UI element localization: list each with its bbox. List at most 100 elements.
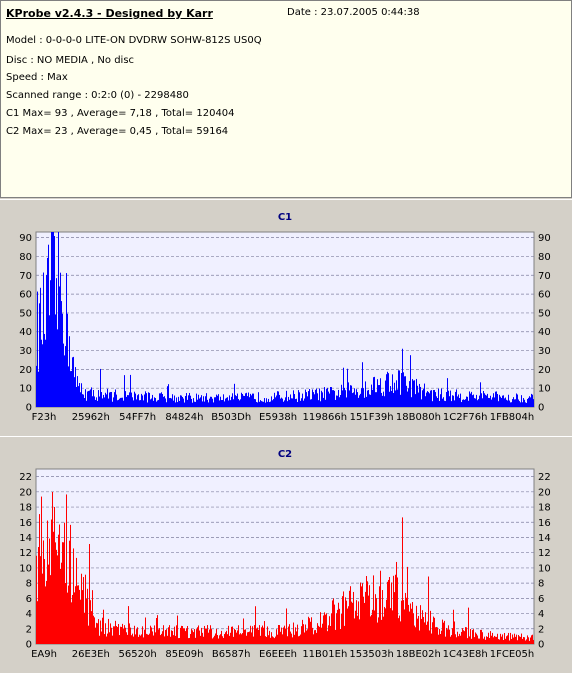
bar [131,635,132,644]
bar [437,398,438,407]
bar [384,396,385,407]
bar [530,397,531,407]
bar [126,396,127,407]
bar [339,608,340,644]
bar [491,635,492,644]
bar [452,395,453,407]
x-tick-label: E6EEEh [259,649,297,660]
bar [160,635,161,644]
bar [427,391,428,407]
bar [274,392,275,407]
bar [37,601,38,644]
bar [227,397,228,407]
bar [502,395,503,407]
bar [523,637,524,644]
bar [272,636,273,644]
bar [359,395,360,407]
bar [154,397,155,407]
bar [403,372,404,407]
bar [532,634,533,644]
bar [172,394,173,407]
bar [78,585,79,644]
bar [150,399,151,407]
bar [387,581,388,644]
bar [241,634,242,644]
bar [151,627,152,644]
bar [407,391,408,407]
bar [369,585,370,644]
bar [67,313,68,407]
bar [152,631,153,644]
bar [420,605,421,644]
bar [147,402,148,407]
x-tick-label: E5938h [259,412,297,423]
x-tick-label: 1C2F76h [443,412,488,423]
y-tick-label-left: 10 [19,384,32,395]
bar [511,638,512,644]
bar [468,607,469,644]
bar [284,400,285,407]
bar [337,609,338,644]
bar [326,389,327,407]
bar [301,398,302,407]
bar [56,549,57,644]
bar [252,626,253,644]
bar [168,627,169,644]
bar [155,398,156,407]
bar [116,626,117,644]
bar [276,395,277,407]
bar [413,613,414,644]
bar [154,625,155,644]
bar [449,396,450,407]
bar [81,383,82,407]
bar [473,394,474,407]
y-tick-label-left: 20 [19,365,32,376]
bar [312,627,313,644]
bar [264,398,265,407]
bar [83,394,84,407]
bar [424,383,425,407]
y-tick-label-left: 2 [26,624,32,635]
bar [271,396,272,407]
bar [436,626,437,644]
bar [63,343,64,407]
bar [360,582,361,644]
bar [410,603,411,644]
bar [250,625,251,644]
bar [155,632,156,644]
bar [422,390,423,407]
bar [184,628,185,644]
bar [213,402,214,407]
bar [502,634,503,644]
y-tick-label-right: 20 [538,365,551,376]
bar [344,387,345,407]
bar [62,313,63,407]
bar [364,397,365,407]
bar [84,398,85,407]
bar [52,232,53,407]
bar [278,391,279,407]
bar [247,632,248,644]
bar [523,398,524,407]
y-tick-label-left: 12 [19,548,32,559]
bar [520,636,521,644]
bar [343,367,344,407]
bar [221,400,222,407]
bar [115,389,116,407]
bar [176,625,177,644]
bar [190,633,191,644]
bar [525,402,526,407]
bar [55,314,56,407]
bar [95,399,96,407]
bar [50,575,51,644]
bar [171,630,172,644]
bar [85,574,86,644]
bar [73,356,74,407]
bar [496,391,497,407]
bar [122,397,123,407]
bar [165,398,166,407]
bar [59,524,60,644]
x-tick-label: F23h [32,412,57,423]
bar [430,390,431,407]
bar [382,590,383,644]
